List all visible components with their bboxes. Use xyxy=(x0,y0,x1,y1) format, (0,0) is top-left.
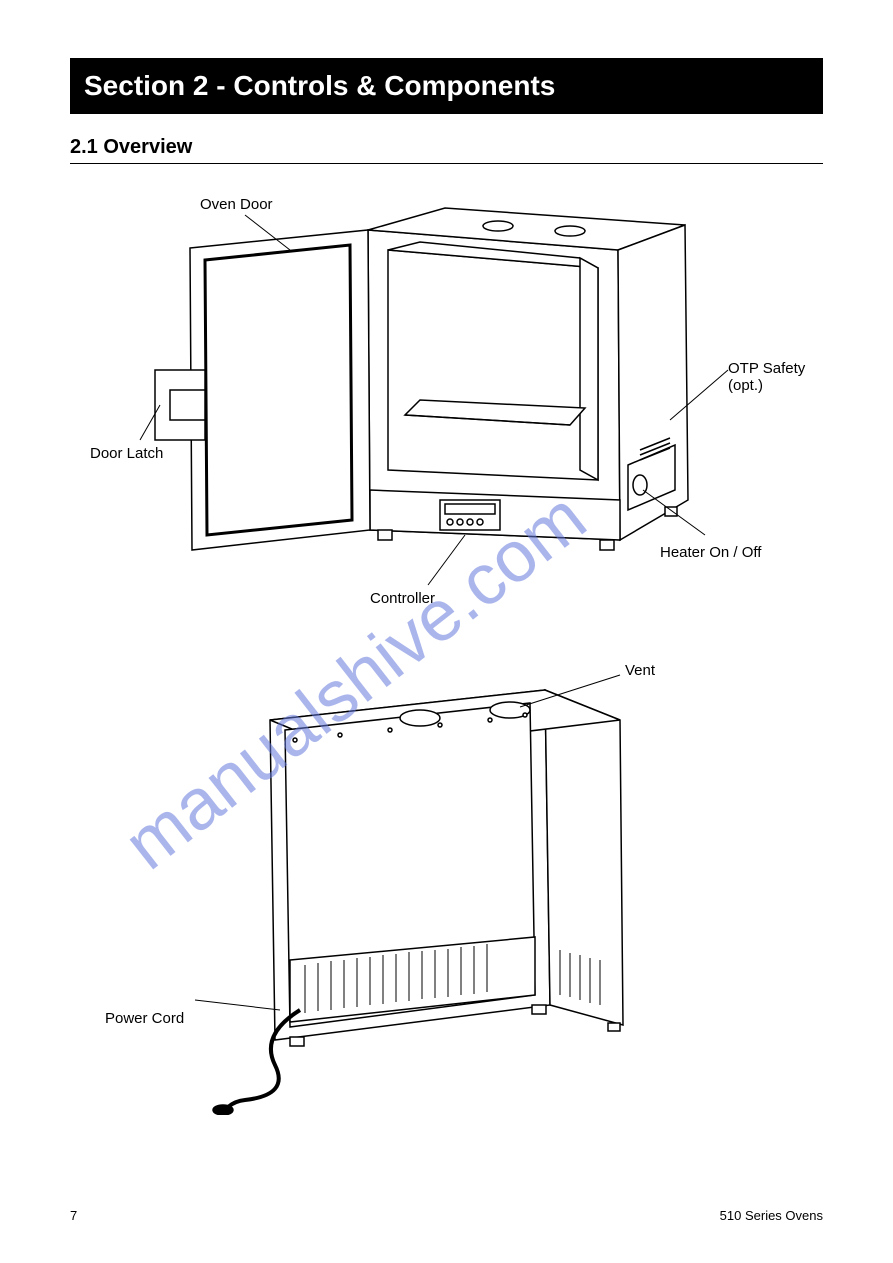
page-footer: 7 510 Series Ovens xyxy=(70,1208,823,1223)
oven-front-diagram xyxy=(130,190,750,620)
label-heater-on-off: Heater On / Off xyxy=(660,544,761,561)
label-oven-door: Oven Door xyxy=(200,196,273,213)
label-controller: Controller xyxy=(370,590,435,607)
label-door-latch: Door Latch xyxy=(90,445,163,462)
figure-front-view xyxy=(130,190,750,625)
figure-rear-view xyxy=(190,665,730,1120)
label-power-cord: Power Cord xyxy=(105,1010,184,1027)
oven-rear-diagram xyxy=(190,665,730,1115)
overview-heading: 2.1 Overview xyxy=(70,136,823,164)
page: Section 2 - Controls & Components 2.1 Ov… xyxy=(0,0,893,1263)
overview-heading-text: 2.1 Overview xyxy=(70,136,192,158)
page-number: 7 xyxy=(70,1208,77,1223)
label-otp-safety: OTP Safety (opt.) xyxy=(728,360,828,394)
section-title-text: Section 2 - Controls & Components xyxy=(84,70,555,101)
section-title-banner: Section 2 - Controls & Components xyxy=(70,58,823,114)
label-vent: Vent xyxy=(625,662,655,679)
footer-right: 510 Series Ovens xyxy=(720,1208,823,1223)
